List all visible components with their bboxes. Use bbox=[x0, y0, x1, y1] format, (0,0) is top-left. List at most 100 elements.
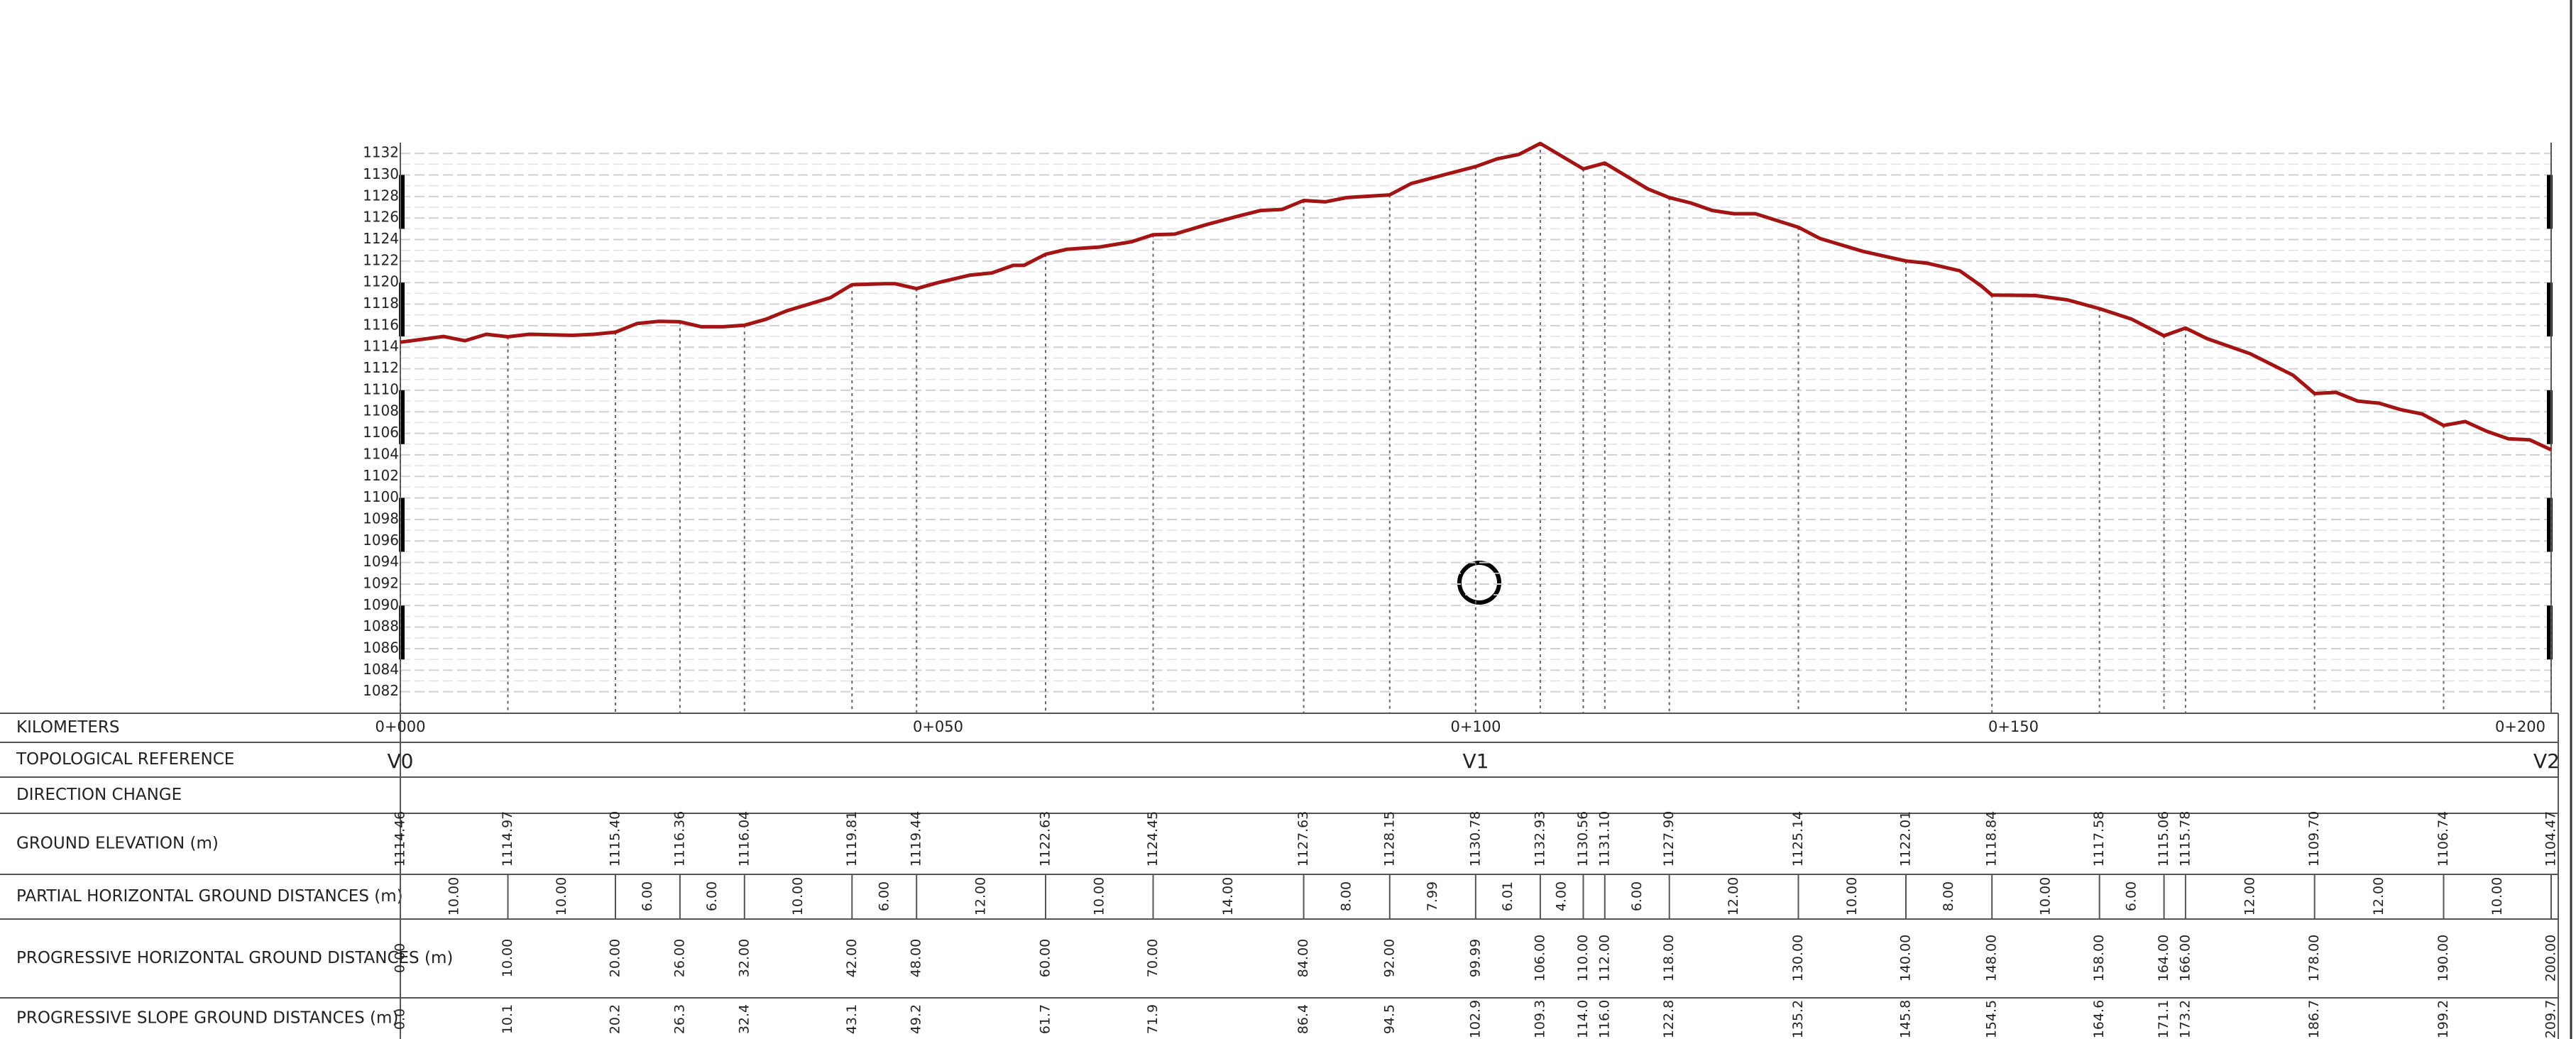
y-tick-label: 1108 bbox=[363, 402, 399, 419]
partial-distance: 8.00 bbox=[1941, 881, 1956, 911]
row-label: PROGRESSIVE HORIZONTAL GROUND DISTANCES … bbox=[16, 949, 453, 967]
x-tick-label: 0+100 bbox=[1450, 718, 1501, 735]
y-tick-label: 1102 bbox=[363, 467, 399, 484]
y-tick-label: 1098 bbox=[363, 510, 399, 527]
slope-distance: 114.0 bbox=[1575, 1000, 1591, 1038]
slope-distance: 32.4 bbox=[736, 1004, 752, 1034]
scale-bar-left bbox=[399, 390, 405, 444]
scale-bar-left bbox=[399, 497, 405, 552]
slope-distance: 145.8 bbox=[1898, 1000, 1914, 1038]
scale-bar-right bbox=[2547, 282, 2553, 337]
slope-distance: 186.7 bbox=[2306, 1000, 2322, 1038]
progressive-horizontal-distance: 92.00 bbox=[1381, 939, 1397, 977]
partial-distance: 6.01 bbox=[1500, 881, 1516, 911]
ground-elevation: 1114.97 bbox=[500, 811, 515, 867]
y-tick-label: 1112 bbox=[363, 359, 399, 376]
slope-distance: 199.2 bbox=[2435, 1000, 2451, 1038]
partial-distance: 10.00 bbox=[554, 877, 569, 916]
progressive-horizontal-distance: 140.00 bbox=[1898, 935, 1914, 982]
progressive-horizontal-distance: 110.00 bbox=[1575, 935, 1591, 982]
partial-distance: 12.00 bbox=[2242, 877, 2257, 916]
partial-distance: 7.99 bbox=[1425, 881, 1440, 911]
ground-elevation: 1115.06 bbox=[2156, 811, 2171, 867]
slope-distance: 26.3 bbox=[672, 1004, 687, 1034]
slope-distance: 71.9 bbox=[1145, 1004, 1161, 1034]
slope-distance: 94.5 bbox=[1381, 1004, 1397, 1034]
slope-distance: 86.4 bbox=[1295, 1004, 1311, 1034]
slope-distance: 209.7 bbox=[2543, 1000, 2559, 1038]
scale-bar-left bbox=[399, 605, 405, 660]
y-tick-label: 1124 bbox=[363, 230, 399, 247]
ground-elevation: 1130.56 bbox=[1575, 811, 1591, 867]
scale-bar-left bbox=[399, 175, 405, 229]
progressive-horizontal-distance: 112.00 bbox=[1596, 935, 1612, 982]
slope-distance: 173.2 bbox=[2177, 1000, 2193, 1038]
y-tick-label: 1100 bbox=[363, 488, 399, 505]
ground-elevation: 1127.63 bbox=[1295, 811, 1311, 867]
y-tick-label: 1094 bbox=[363, 553, 399, 570]
scale-bar-right bbox=[2547, 390, 2553, 444]
partial-distance: 14.00 bbox=[1220, 877, 1236, 916]
y-tick-label: 1132 bbox=[363, 144, 399, 161]
ground-elevation: 1124.45 bbox=[1145, 811, 1161, 867]
partial-distance: 6.00 bbox=[876, 881, 892, 911]
y-tick-label: 1114 bbox=[363, 338, 399, 355]
slope-distance: 109.3 bbox=[1532, 1000, 1547, 1038]
ground-elevation: 1119.81 bbox=[844, 811, 860, 867]
x-tick-label: 0+200 bbox=[2495, 718, 2545, 735]
y-tick-label: 1088 bbox=[363, 617, 399, 634]
row-label: TOPOLOGICAL REFERENCE bbox=[16, 750, 234, 769]
progressive-horizontal-distance: 166.00 bbox=[2177, 935, 2193, 982]
progressive-horizontal-distance: 99.99 bbox=[1467, 939, 1483, 977]
slope-distance: 43.1 bbox=[844, 1004, 860, 1034]
partial-distance: 12.00 bbox=[973, 877, 989, 916]
progressive-horizontal-distance: 20.00 bbox=[608, 939, 623, 977]
progressive-horizontal-distance: 84.00 bbox=[1295, 939, 1311, 977]
slope-distance: 61.7 bbox=[1038, 1004, 1053, 1034]
slope-distance: 116.0 bbox=[1596, 1000, 1612, 1038]
y-tick-label: 1120 bbox=[363, 273, 399, 290]
topological-reference: V1 bbox=[1463, 749, 1489, 773]
row-label: DIRECTION CHANGE bbox=[16, 786, 182, 804]
progressive-horizontal-distance: 60.00 bbox=[1038, 939, 1053, 977]
row-label: GROUND ELEVATION (m) bbox=[16, 835, 219, 853]
partial-distance: 10.00 bbox=[1091, 877, 1107, 916]
slope-distance: 122.8 bbox=[1661, 1000, 1677, 1038]
y-tick-label: 1122 bbox=[363, 251, 399, 268]
ground-elevation: 1104.47 bbox=[2543, 811, 2559, 867]
slope-distance: 10.1 bbox=[500, 1004, 515, 1034]
topological-reference: V2 bbox=[2533, 749, 2560, 773]
y-tick-label: 1084 bbox=[363, 661, 399, 678]
partial-distance: 10.00 bbox=[446, 877, 461, 916]
progressive-horizontal-distance: 158.00 bbox=[2091, 935, 2107, 982]
topological-reference: V0 bbox=[388, 749, 414, 773]
partial-distance: 10.00 bbox=[790, 877, 806, 916]
slope-distance: 49.2 bbox=[909, 1004, 924, 1034]
partial-distance: 6.00 bbox=[2124, 881, 2139, 911]
progressive-horizontal-distance: 70.00 bbox=[1145, 939, 1161, 977]
ground-elevation: 1131.10 bbox=[1596, 811, 1612, 867]
ground-elevation: 1117.58 bbox=[2091, 811, 2107, 867]
progressive-horizontal-distance: 48.00 bbox=[909, 939, 924, 977]
ground-elevation: 1118.84 bbox=[1984, 811, 2000, 867]
x-tick-label: 0+150 bbox=[1988, 718, 2039, 735]
y-tick-label: 1106 bbox=[363, 424, 399, 441]
ground-elevation: 1106.74 bbox=[2435, 811, 2451, 867]
scale-bar-right bbox=[2547, 605, 2553, 660]
partial-distance: 4.00 bbox=[1554, 881, 1569, 911]
y-tick-label: 1130 bbox=[363, 165, 399, 182]
slope-distance: 20.2 bbox=[608, 1004, 623, 1034]
ground-elevation: 1115.78 bbox=[2177, 811, 2193, 867]
progressive-horizontal-distance: 118.00 bbox=[1661, 935, 1677, 982]
partial-distance: 6.00 bbox=[1629, 881, 1645, 911]
scale-bar-right bbox=[2547, 175, 2553, 229]
partial-distance: 6.00 bbox=[640, 881, 655, 911]
slope-distance: 135.2 bbox=[1790, 1000, 1806, 1038]
slope-distance: 171.1 bbox=[2156, 1000, 2171, 1038]
row-label: PARTIAL HORIZONTAL GROUND DISTANCES (m) bbox=[16, 887, 403, 906]
partial-distance: 10.00 bbox=[2037, 877, 2053, 916]
progressive-horizontal-distance: 190.00 bbox=[2435, 935, 2451, 982]
progressive-horizontal-distance: 148.00 bbox=[1984, 935, 2000, 982]
cursor-marker bbox=[1457, 561, 1501, 605]
progressive-horizontal-distance: 164.00 bbox=[2156, 935, 2171, 982]
